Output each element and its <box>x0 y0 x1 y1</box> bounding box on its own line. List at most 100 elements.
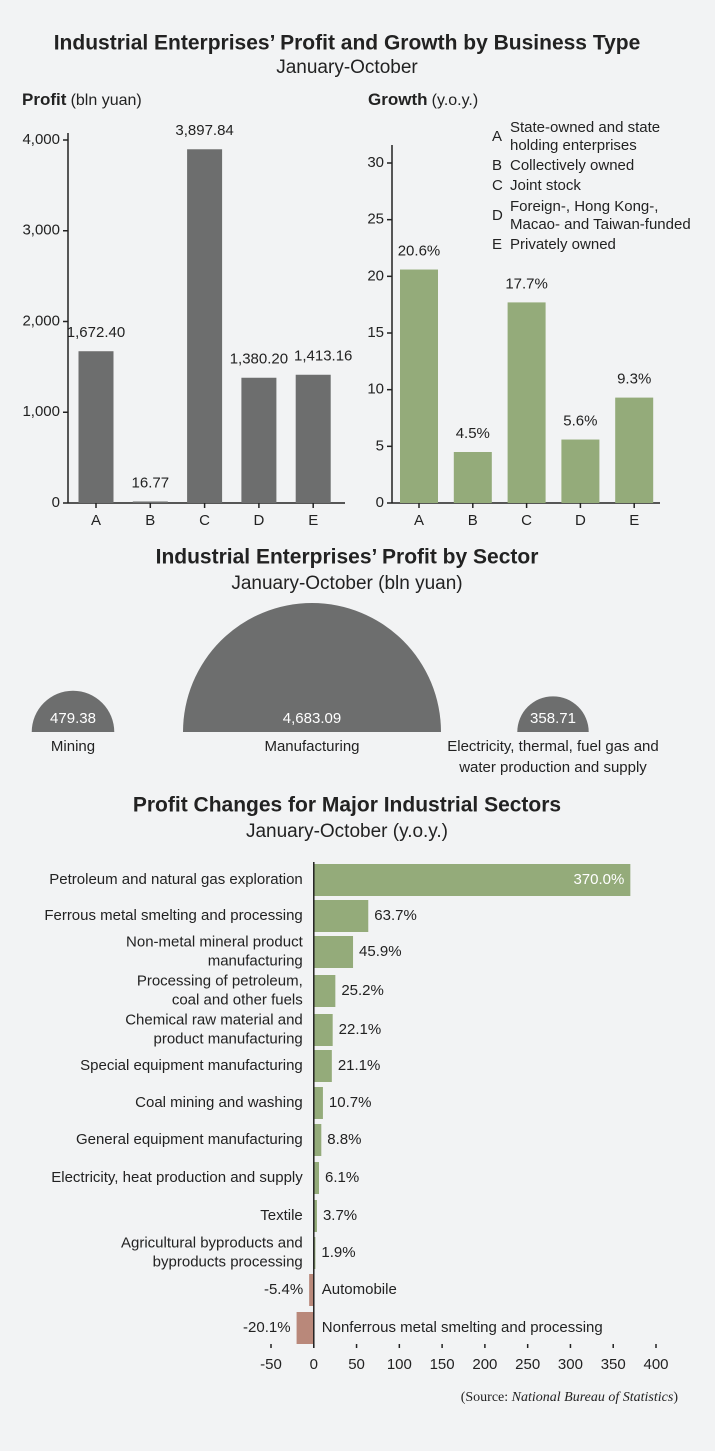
value-label: 1,380.20 <box>230 351 288 368</box>
x-tick-label: 250 <box>515 1356 540 1373</box>
bar <box>132 501 168 503</box>
x-tick-label: 50 <box>348 1356 365 1373</box>
x-tick-label: D <box>253 512 264 529</box>
bar <box>313 1200 317 1232</box>
axis-label: Profit (bln yuan) <box>22 90 142 109</box>
category-label: Manufacturing <box>264 738 359 755</box>
chart-title: Industrial Enterprises’ Profit by Sector <box>156 546 539 569</box>
category-label: Automobile <box>322 1281 397 1298</box>
axis-label-unit: (y.o.y.) <box>432 92 479 109</box>
x-tick-label: 350 <box>601 1356 626 1373</box>
bar <box>309 1274 314 1306</box>
y-tick-label: 0 <box>376 494 384 511</box>
y-tick-label: 30 <box>367 154 384 171</box>
value-label: 8.8% <box>327 1131 361 1148</box>
y-tick-label: 2,000 <box>22 312 60 329</box>
bar <box>507 302 546 503</box>
category-label: General equipment manufacturing <box>76 1131 303 1148</box>
y-tick-label: 3,000 <box>22 222 60 239</box>
legend-label: Foreign-, Hong Kong-, Macao- and Taiwan-f… <box>510 198 691 233</box>
value-label: 479.38 <box>50 710 96 727</box>
legend-key: D <box>492 207 503 224</box>
y-tick-label: 0 <box>52 494 60 511</box>
x-tick-label: D <box>575 512 586 529</box>
value-label: 3.7% <box>323 1207 357 1224</box>
bar <box>453 452 492 503</box>
x-tick-label: C <box>199 512 210 529</box>
value-label: 1.9% <box>321 1244 355 1261</box>
value-label: 25.2% <box>341 982 384 999</box>
source-suffix: ) <box>673 1390 678 1405</box>
x-tick-label: C <box>521 512 532 529</box>
semicircle <box>517 696 589 732</box>
x-tick-label: 300 <box>558 1356 583 1373</box>
value-label: 63.7% <box>374 907 417 924</box>
y-tick-label: 20 <box>367 267 384 284</box>
bar <box>561 439 600 503</box>
value-label: 5.6% <box>563 413 597 430</box>
y-tick-label: 4,000 <box>22 131 60 148</box>
value-label: 16.77 <box>132 474 170 491</box>
source-prefix: (Source: <box>461 1390 508 1405</box>
bar <box>313 1162 319 1194</box>
value-label: 1,672.40 <box>67 324 125 341</box>
legend-label: Privately owned <box>510 236 616 253</box>
category-label: Textile <box>260 1207 303 1224</box>
legend-key: B <box>492 157 502 174</box>
value-label: 370.0% <box>573 871 624 888</box>
category-label: Nonferrous metal smelting and processing <box>322 1319 603 1336</box>
value-label: 4.5% <box>456 425 490 442</box>
x-tick-label: 150 <box>430 1356 455 1373</box>
bar <box>78 351 114 503</box>
axis-label-unit: (bln yuan) <box>71 92 142 109</box>
header-subtitle: January-October <box>276 57 418 78</box>
x-tick-label: A <box>91 512 101 529</box>
legend-label: Collectively owned <box>510 157 634 174</box>
chart-subtitle: January-October (y.o.y.) <box>246 821 448 842</box>
value-label: 1,413.16 <box>294 348 352 365</box>
category-label: Special equipment manufacturing <box>80 1057 303 1074</box>
value-label: 10.7% <box>329 1094 372 1111</box>
legend-label: Joint stock <box>510 177 581 194</box>
category-label: Mining <box>51 738 95 755</box>
bar <box>313 1237 316 1269</box>
source-name: National Bureau of Statistics <box>511 1390 674 1405</box>
value-label: 4,683.09 <box>283 710 341 727</box>
bar <box>313 900 369 932</box>
bar <box>295 374 331 503</box>
x-tick-label: A <box>414 512 424 529</box>
x-tick-label: -50 <box>260 1356 282 1373</box>
y-tick-label: 15 <box>367 324 384 341</box>
bar <box>241 377 277 503</box>
y-tick-label: 1,000 <box>22 403 60 420</box>
category-label: Ferrous metal smelting and processing <box>44 907 302 924</box>
bar <box>313 864 631 896</box>
y-tick-label: 25 <box>367 211 384 228</box>
value-label: 358.71 <box>530 710 576 727</box>
x-tick-label: E <box>629 512 639 529</box>
axis-label: Growth (y.o.y.) <box>368 90 478 109</box>
semicircle <box>183 603 441 732</box>
bar <box>615 397 654 503</box>
value-label: 9.3% <box>617 371 651 388</box>
category-label: Coal mining and washing <box>135 1094 303 1111</box>
legend-label: State-owned and state holding enterprises <box>510 119 660 154</box>
bar <box>313 936 354 968</box>
x-tick-label: 0 <box>310 1356 318 1373</box>
axis-label-name: Growth <box>368 90 428 109</box>
category-label: Electricity, heat production and supply <box>51 1169 303 1186</box>
x-tick-label: 400 <box>643 1356 668 1373</box>
bar <box>313 975 336 1007</box>
category-label: Non-metal mineral product manufacturing <box>126 933 304 969</box>
legend-key: E <box>492 236 502 253</box>
bar <box>313 1087 323 1119</box>
x-tick-label: E <box>308 512 318 529</box>
x-tick-label: 200 <box>472 1356 497 1373</box>
category-label: Processing of petroleum, coal and other f… <box>137 972 303 1008</box>
value-label: 17.7% <box>505 275 548 292</box>
source: (Source: National Bureau of Statistics) <box>461 1390 679 1405</box>
value-label: 20.6% <box>398 243 441 260</box>
axis-label-name: Profit <box>22 90 67 109</box>
category-label: Petroleum and natural gas exploration <box>49 871 303 888</box>
